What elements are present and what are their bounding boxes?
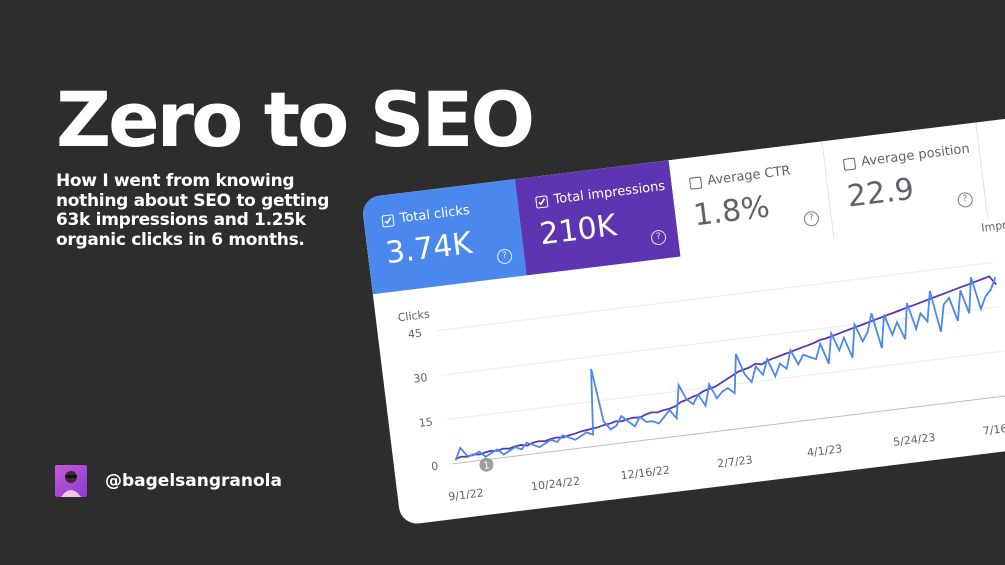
y-axis-ticks: 0 15 30 45 xyxy=(407,327,440,474)
metric-total-clicks[interactable]: Total clicks 3.74K ? xyxy=(361,179,527,295)
x-tick-label: 12/16/22 xyxy=(620,463,671,482)
metric-label: Average CTR xyxy=(706,163,792,189)
author-handle[interactable]: @bagelsangranola xyxy=(105,471,282,491)
y-tick-label: 15 xyxy=(418,415,433,430)
checkbox-unchecked-icon[interactable] xyxy=(688,175,703,190)
y-axis-label-left: Clicks xyxy=(397,308,431,325)
subtitle: How I went from knowing nothing about SE… xyxy=(56,171,330,250)
grid-line xyxy=(435,261,994,332)
checkbox-unchecked-icon[interactable] xyxy=(842,157,857,171)
metric-total-impressions[interactable]: Total impressions 210K ? xyxy=(514,160,681,276)
annotation-label: 1 xyxy=(483,460,491,472)
x-tick-label: 10/24/22 xyxy=(530,474,581,493)
avatar xyxy=(55,465,87,497)
grid-line xyxy=(452,394,1005,465)
annotation-marker[interactable]: 1 xyxy=(479,457,495,473)
x-tick-label: 7/16/23 xyxy=(982,420,1005,438)
y-tick-label: 45 xyxy=(407,327,422,342)
series-line-clicks xyxy=(454,276,997,461)
series-line-impressions xyxy=(455,275,997,460)
chart-series xyxy=(454,275,997,461)
x-tick-label: 5/24/23 xyxy=(892,431,936,449)
checkbox-checked-icon[interactable] xyxy=(535,194,549,209)
metric-label: Total clicks xyxy=(398,202,471,227)
y-tick-label: 30 xyxy=(413,371,428,386)
grid-line xyxy=(446,350,1005,421)
metric-average-position[interactable]: Average position 22.9 ? xyxy=(822,122,989,238)
grid-line xyxy=(441,306,1000,376)
checkbox-checked-icon[interactable] xyxy=(381,213,395,228)
metric-tabs: Total clicks 3.74K ? Total impressions 2… xyxy=(361,117,1005,295)
x-axis-ticks: 9/1/22 10/24/22 12/16/22 2/7/23 4/1/23 5/24/2… xyxy=(448,420,1005,504)
metric-average-ctr[interactable]: Average CTR 1.8% ? xyxy=(668,141,835,257)
y-tick-label: 0 xyxy=(431,460,440,474)
x-tick-label: 2/7/23 xyxy=(717,453,754,470)
x-tick-label: 4/1/23 xyxy=(806,442,843,459)
author-row: @bagelsangranola xyxy=(55,465,282,497)
page-title: Zero to SEO xyxy=(56,75,535,164)
search-console-card: Total clicks 3.74K ? Total impressions 2… xyxy=(361,116,1005,526)
x-tick-label: 9/1/22 xyxy=(448,486,485,503)
